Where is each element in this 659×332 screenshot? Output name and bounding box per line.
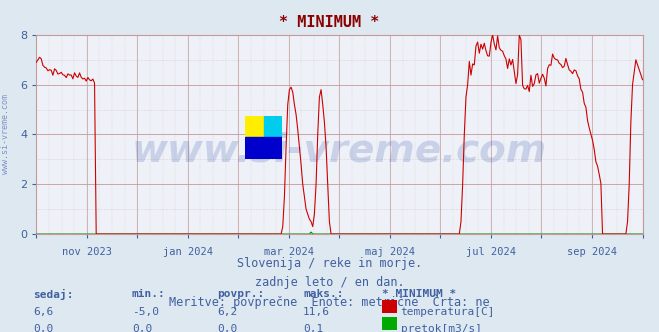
Text: 6,6: 6,6 — [33, 307, 53, 317]
Text: nov 2023: nov 2023 — [62, 247, 112, 257]
Text: pretok[m3/s]: pretok[m3/s] — [401, 324, 482, 332]
Text: sedaj:: sedaj: — [33, 289, 73, 300]
Text: 11,6: 11,6 — [303, 307, 330, 317]
Text: jul 2024: jul 2024 — [466, 247, 516, 257]
Text: temperatura[C]: temperatura[C] — [401, 307, 495, 317]
Text: 6,2: 6,2 — [217, 307, 238, 317]
Text: 0,0: 0,0 — [132, 324, 152, 332]
Text: zadnje leto / en dan.: zadnje leto / en dan. — [254, 276, 405, 289]
Text: Meritve: povprečne  Enote: metrične  Črta: ne: Meritve: povprečne Enote: metrične Črta:… — [169, 294, 490, 309]
Text: -5,0: -5,0 — [132, 307, 159, 317]
Text: 0,0: 0,0 — [217, 324, 238, 332]
Text: * MINIMUM *: * MINIMUM * — [382, 289, 457, 299]
Text: sep 2024: sep 2024 — [567, 247, 617, 257]
Text: min.:: min.: — [132, 289, 165, 299]
Text: www.si-vreme.com: www.si-vreme.com — [132, 131, 547, 169]
Text: jan 2024: jan 2024 — [163, 247, 213, 257]
Text: mar 2024: mar 2024 — [264, 247, 314, 257]
Text: www.si-vreme.com: www.si-vreme.com — [1, 95, 10, 174]
Text: maj 2024: maj 2024 — [365, 247, 415, 257]
Text: 0,0: 0,0 — [33, 324, 53, 332]
Text: 0,1: 0,1 — [303, 324, 324, 332]
Text: povpr.:: povpr.: — [217, 289, 265, 299]
Text: maks.:: maks.: — [303, 289, 343, 299]
Text: * MINIMUM *: * MINIMUM * — [279, 15, 380, 30]
Text: Slovenija / reke in morje.: Slovenija / reke in morje. — [237, 257, 422, 270]
